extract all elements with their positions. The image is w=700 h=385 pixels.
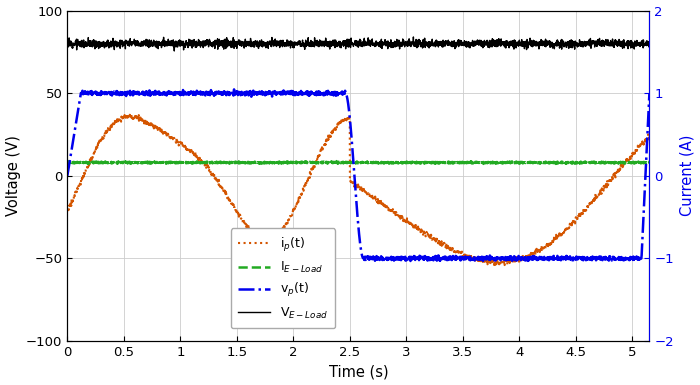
I$_{E-Load}$ (571, 160, 580, 165)
v$_p$(t) (568, 259, 577, 264)
v$_p$(t) (164, 91, 172, 95)
I$_{E-Load}$ (82, 162, 90, 167)
Line: v$_p$(t): v$_p$(t) (67, 89, 650, 261)
i$_p$(t) (130, 116, 138, 120)
v$_p$(t) (312, 91, 320, 96)
v$_p$(t) (230, 87, 238, 92)
Y-axis label: Voltage (V): Voltage (V) (6, 136, 20, 216)
Legend: i$_p$(t), I$_{E-Load}$, v$_p$(t), V$_{E-Load}$: i$_p$(t), I$_{E-Load}$, v$_p$(t), V$_{E-… (231, 228, 335, 328)
v$_p$(t) (634, 257, 643, 262)
Y-axis label: Current (A): Current (A) (680, 135, 694, 216)
v$_p$(t) (63, 174, 71, 178)
I$_{E-Load}$ (287, 159, 295, 164)
I$_{E-Load}$ (164, 159, 173, 164)
I$_{E-Load}$ (645, 160, 654, 164)
i$_p$(t) (312, 157, 320, 161)
I$_{E-Load}$ (312, 161, 321, 166)
V$_{E-Load}$ (130, 41, 138, 45)
V$_{E-Load}$ (170, 49, 178, 53)
I$_{E-Load}$ (72, 159, 80, 163)
i$_p$(t) (286, 213, 295, 217)
V$_{E-Load}$ (164, 37, 172, 42)
V$_{E-Load}$ (312, 41, 320, 46)
i$_p$(t) (126, 111, 134, 116)
V$_{E-Load}$ (645, 40, 654, 45)
i$_p$(t) (164, 132, 173, 137)
I$_{E-Load}$ (63, 161, 71, 165)
V$_{E-Load}$ (63, 40, 71, 45)
V$_{E-Load}$ (571, 41, 580, 45)
Line: I$_{E-Load}$: I$_{E-Load}$ (67, 161, 650, 164)
Line: i$_p$(t): i$_p$(t) (67, 113, 650, 265)
V$_{E-Load}$ (410, 35, 418, 39)
v$_p$(t) (286, 90, 295, 95)
I$_{E-Load}$ (130, 160, 139, 165)
I$_{E-Load}$ (634, 160, 643, 164)
i$_p$(t) (500, 263, 509, 268)
V$_{E-Load}$ (286, 38, 295, 43)
v$_p$(t) (571, 256, 580, 261)
v$_p$(t) (130, 90, 138, 94)
i$_p$(t) (645, 132, 654, 137)
v$_p$(t) (645, 91, 654, 95)
V$_{E-Load}$ (634, 42, 643, 47)
Line: V$_{E-Load}$: V$_{E-Load}$ (67, 37, 650, 51)
i$_p$(t) (634, 146, 643, 150)
i$_p$(t) (571, 218, 580, 222)
X-axis label: Time (s): Time (s) (328, 365, 388, 380)
i$_p$(t) (63, 208, 71, 213)
